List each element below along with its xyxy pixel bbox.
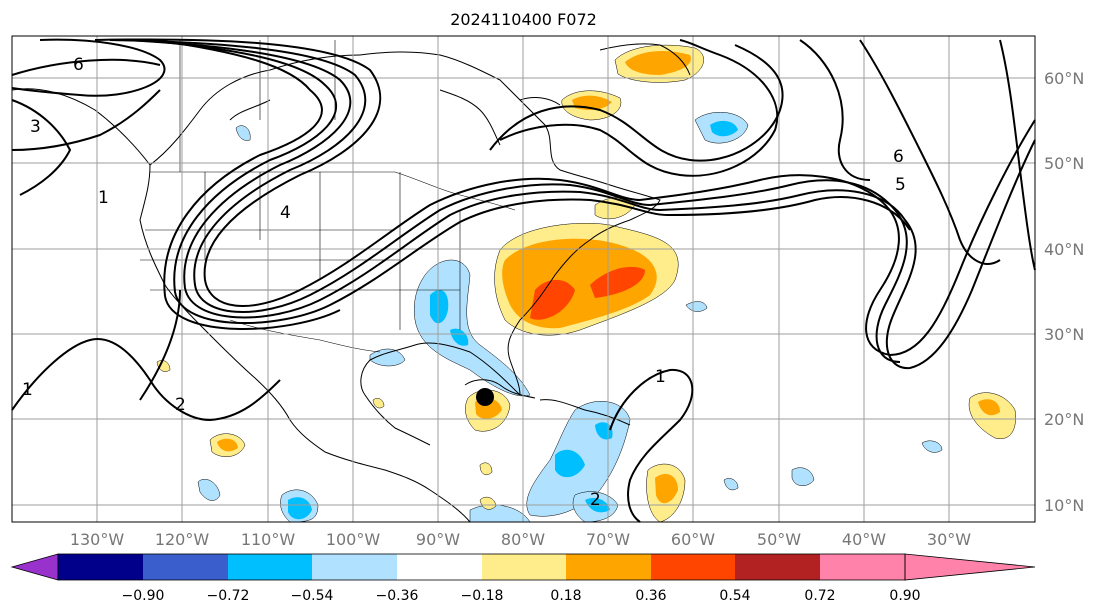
lon-label: 80°W bbox=[501, 530, 545, 549]
lat-label: 10°N bbox=[1044, 496, 1084, 515]
colorbar-tick-label: −0.18 bbox=[461, 588, 504, 604]
colorbar-tick-label: 0.18 bbox=[550, 588, 581, 604]
political-borders bbox=[140, 40, 516, 353]
colorbar-min-extension bbox=[10, 553, 59, 581]
map-frame bbox=[11, 35, 1036, 523]
lon-label: 100°W bbox=[326, 530, 381, 549]
longitude-labels: 130°W 120°W 110°W 100°W 90°W 80°W 70°W 6… bbox=[70, 530, 971, 549]
lon-label: 90°W bbox=[416, 530, 460, 549]
lon-label: 30°W bbox=[927, 530, 971, 549]
colorbar-tick-label: −0.36 bbox=[376, 588, 419, 604]
lat-label: 60°N bbox=[1044, 69, 1084, 88]
contour-label: 4 bbox=[280, 203, 291, 223]
colorbar-tick-label: 0.90 bbox=[889, 588, 920, 604]
contour-label: 1 bbox=[98, 188, 109, 208]
contour-label: 3 bbox=[30, 117, 41, 137]
colorbar-tick-label: −0.72 bbox=[207, 588, 250, 604]
colorbar-tick-label: 0.72 bbox=[804, 588, 835, 604]
storm-center-marker bbox=[476, 388, 494, 406]
contour-label: 2 bbox=[175, 395, 186, 415]
contour-label: 1 bbox=[22, 380, 33, 400]
lon-label: 120°W bbox=[155, 530, 210, 549]
colorbar-segment bbox=[58, 554, 143, 580]
lon-label: 130°W bbox=[70, 530, 125, 549]
contour-label: 6 bbox=[893, 147, 904, 167]
contour-label: 2 bbox=[590, 490, 601, 510]
colorbar-tick-label: 0.54 bbox=[719, 588, 750, 604]
colorbar-segment bbox=[566, 554, 651, 580]
colorbar-segment bbox=[482, 554, 566, 580]
lon-label: 50°W bbox=[757, 530, 801, 549]
anomaly-fills bbox=[156, 44, 1016, 523]
latitude-labels: 60°N 50°N 40°N 30°N 20°N 10°N bbox=[1044, 69, 1084, 515]
colorbar-segment bbox=[143, 554, 228, 580]
lat-label: 40°N bbox=[1044, 240, 1084, 259]
colorbar-tick-label: 0.36 bbox=[635, 588, 666, 604]
lon-label: 60°W bbox=[671, 530, 715, 549]
lat-label: 50°N bbox=[1044, 154, 1084, 173]
colorbar-segment bbox=[397, 554, 482, 580]
colorbar-segment bbox=[820, 554, 905, 580]
lat-label: 30°N bbox=[1044, 325, 1084, 344]
contour-label: 5 bbox=[895, 175, 906, 195]
lon-label: 110°W bbox=[241, 530, 296, 549]
colorbar-segment bbox=[651, 554, 735, 580]
colorbar-tick-label: −0.54 bbox=[291, 588, 334, 604]
contour-label-group: 6 3 1 2 1 6 5 2 1 4 bbox=[22, 55, 906, 510]
lon-label: 40°W bbox=[842, 530, 886, 549]
contour-label: 6 bbox=[73, 55, 84, 75]
lon-label: 70°W bbox=[586, 530, 630, 549]
colorbar-tick-label: −0.90 bbox=[122, 588, 165, 604]
colorbar: −0.90 −0.72 −0.54 −0.36 −0.18 0.18 0.36 … bbox=[10, 553, 1036, 604]
colorbar-segment bbox=[735, 554, 820, 580]
graticule bbox=[12, 36, 1035, 522]
contour-label: 1 bbox=[655, 367, 666, 387]
colorbar-segment bbox=[312, 554, 397, 580]
colorbar-segment bbox=[228, 554, 312, 580]
map-title: 2024110400 F072 bbox=[450, 10, 597, 29]
colorbar-max-extension bbox=[904, 553, 1036, 581]
lat-label: 20°N bbox=[1044, 410, 1084, 429]
contour-lines bbox=[11, 38, 1036, 523]
